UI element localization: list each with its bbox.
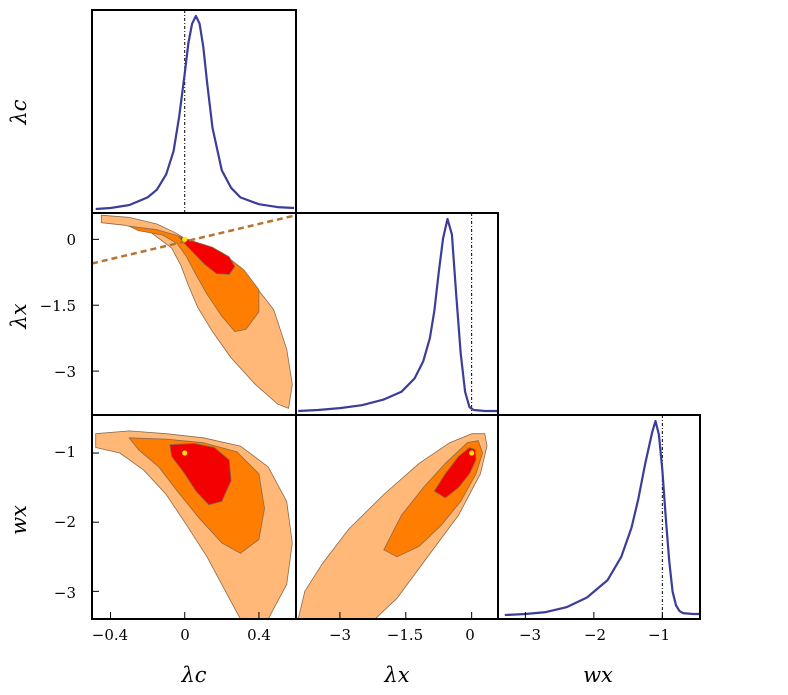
- axis-label-w-x-left: wx: [7, 505, 31, 535]
- marginal-lambda-c-panel: [95, 10, 295, 213]
- joint-lambda-c-w-x-panel: [95, 430, 293, 619]
- tick-label-w-x-2: −2: [584, 626, 606, 644]
- marginal-curve-lambda_c: [95, 14, 295, 211]
- tick-label-w-x-3: −1: [648, 626, 670, 644]
- tick-label-w-x-left-1: −3: [54, 584, 76, 602]
- contour-2sigma-lambda_c-w_x: [128, 437, 265, 554]
- marginal-curve-w_x: [504, 419, 700, 617]
- contour-1sigma-lambda_x-w_x: [433, 447, 477, 499]
- marginal-curve-lambda_x: [298, 217, 498, 413]
- marginal-lambda-x-panel: [298, 213, 498, 415]
- joint-lambda-x-w-x-panel: [297, 433, 488, 619]
- tick-label-lambda-x-left-1: −3: [54, 363, 76, 381]
- tick-label-lambda-x-left-3: 0: [66, 231, 76, 249]
- frame-lambda_c-lambda_c: [91, 9, 297, 214]
- panel-frames: [91, 9, 701, 620]
- tick-label-lambda-c-1: −0.4: [92, 626, 128, 644]
- tick-label-lambda-x-2: −1.5: [387, 626, 423, 644]
- guide-line-lambda_c-lambda_x: [92, 213, 296, 265]
- axis-label-lambda-x: λx: [383, 663, 409, 687]
- tick-label-lambda-x-left-2: −1.5: [40, 297, 76, 315]
- tick-label-w-x-1: −3: [519, 626, 541, 644]
- axis-ticks: [92, 238, 663, 619]
- best-fit-point-lambda_x-w_x: [469, 450, 475, 456]
- axis-label-lambda-c-left: λc: [7, 99, 31, 125]
- marginal-w-x-panel: [504, 415, 700, 619]
- frame-w_x-w_x: [497, 414, 701, 620]
- tick-label-w-x-left-2: −2: [54, 513, 76, 531]
- tick-label-lambda-c-3: 0.4: [247, 626, 271, 644]
- tick-label-lambda-x-1: −3: [329, 626, 351, 644]
- contour-1sigma-lambda_c-w_x: [169, 442, 232, 506]
- contour-1sigma-lambda_c-lambda_x: [178, 236, 236, 275]
- tick-label-lambda-c-2: 0: [180, 626, 190, 644]
- frame-lambda_x-lambda_x: [295, 212, 499, 416]
- axis-label-lambda-c: λc: [180, 663, 206, 687]
- tick-label-w-x-left-3: −1: [54, 443, 76, 461]
- joint-lambda-c-lambda-x-panel: [92, 213, 296, 409]
- axis-label-lambda-x-left: λx: [7, 303, 31, 329]
- best-fit-point-lambda_c-lambda_x: [182, 236, 188, 242]
- axis-label-w-x: wx: [583, 663, 613, 687]
- tick-label-lambda-x-3: 0: [465, 626, 475, 644]
- best-fit-point-lambda_c-w_x: [182, 450, 188, 456]
